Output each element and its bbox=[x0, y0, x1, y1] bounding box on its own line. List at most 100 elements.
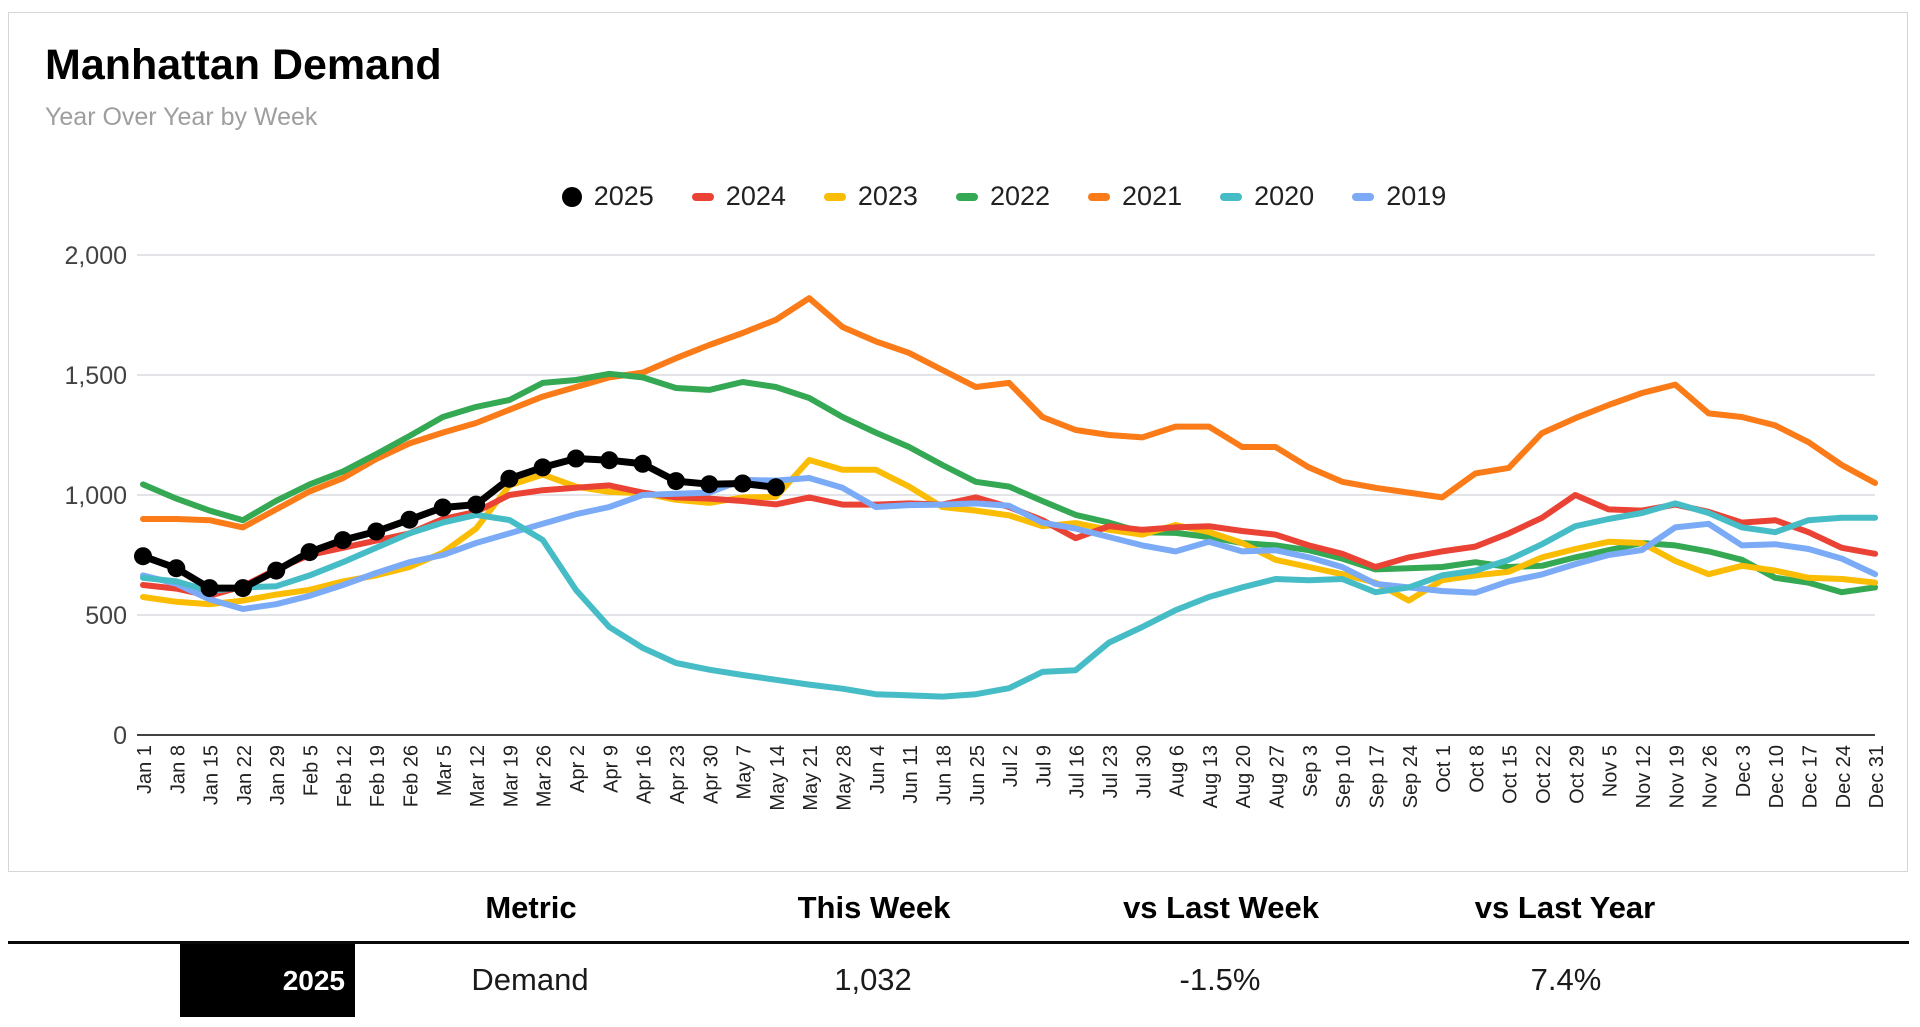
series-line-2022 bbox=[140, 370, 1879, 596]
x-tick-label: Sep 10 bbox=[1333, 745, 1355, 808]
x-tick-label: Oct 1 bbox=[1433, 745, 1455, 793]
x-tick-label: Feb 19 bbox=[367, 745, 389, 807]
series-point-2025 bbox=[667, 472, 685, 491]
col-header-metric: Metric bbox=[485, 890, 577, 925]
x-tick-label: Jul 16 bbox=[1067, 745, 1089, 798]
series-point-2025 bbox=[500, 469, 519, 488]
x-tick-label: Jan 15 bbox=[201, 745, 223, 805]
table-separator bbox=[8, 941, 1909, 944]
series-point-2025 bbox=[400, 510, 419, 529]
cell-this-week: 1,032 bbox=[834, 962, 912, 997]
legend-item-2022: 2022 bbox=[955, 181, 1050, 212]
x-tick-label: Feb 12 bbox=[334, 745, 356, 807]
series-point-2025 bbox=[633, 454, 652, 473]
x-tick-label: Jun 11 bbox=[900, 745, 922, 804]
x-tick-label: May 21 bbox=[800, 745, 822, 811]
x-tick-label: Jul 30 bbox=[1133, 745, 1155, 798]
x-tick-label: Jun 25 bbox=[967, 745, 989, 805]
cell-vs-last-year: 7.4% bbox=[1530, 962, 1602, 997]
x-tick-label: Nov 26 bbox=[1700, 745, 1722, 808]
year-chip-2025: 2025 bbox=[180, 944, 355, 1017]
series-point-2025 bbox=[233, 579, 252, 598]
series-point-2025 bbox=[200, 579, 219, 598]
x-tick-label: May 7 bbox=[734, 745, 756, 799]
x-tick-label: Oct 29 bbox=[1566, 745, 1588, 804]
legend-label: 2021 bbox=[1122, 181, 1183, 211]
y-tick-label: 2,000 bbox=[64, 242, 127, 270]
series-point-2025 bbox=[433, 498, 452, 517]
series-line-2019 bbox=[140, 475, 1879, 612]
cell-vs-last-week: -1.5% bbox=[1179, 962, 1261, 997]
legend-item-2019: 2019 bbox=[1352, 181, 1446, 212]
col-header-this-week: This Week bbox=[797, 890, 951, 925]
y-tick-label: 1,500 bbox=[64, 362, 127, 390]
x-tick-label: Aug 27 bbox=[1267, 745, 1289, 808]
x-tick-label: Sep 24 bbox=[1400, 745, 1422, 808]
x-tick-label: Jan 29 bbox=[267, 745, 289, 805]
x-tick-label: Nov 12 bbox=[1633, 745, 1655, 808]
series-point-2025 bbox=[533, 458, 552, 477]
legend-marker-2025 bbox=[561, 186, 582, 207]
x-tick-label: Jan 1 bbox=[134, 745, 156, 794]
x-tick-label: Jul 9 bbox=[1033, 745, 1055, 787]
x-tick-label: Apr 16 bbox=[634, 745, 656, 804]
legend-item-2020: 2020 bbox=[1220, 181, 1314, 212]
x-tick-label: Oct 8 bbox=[1466, 745, 1488, 793]
x-tick-label: Feb 5 bbox=[301, 745, 323, 796]
x-tick-label: Oct 15 bbox=[1500, 745, 1522, 804]
x-tick-label: Apr 30 bbox=[700, 745, 722, 804]
legend-marker-2023 bbox=[823, 192, 846, 201]
x-tick-label: Mar 12 bbox=[467, 745, 489, 807]
y-tick-label: 1,000 bbox=[64, 482, 127, 510]
legend-item-2024: 2024 bbox=[691, 181, 786, 212]
x-tick-label: Oct 22 bbox=[1533, 745, 1555, 804]
x-tick-label: Apr 9 bbox=[600, 745, 622, 793]
y-tick-label: 0 bbox=[113, 722, 127, 750]
series-line-2021 bbox=[140, 295, 1879, 531]
chart-title: Manhattan Demand bbox=[45, 41, 442, 89]
x-tick-label: May 14 bbox=[767, 745, 789, 811]
chart-legend: 2025 2024 2023 2022 2021 2020 2019 bbox=[129, 181, 1879, 212]
x-tick-label: Dec 3 bbox=[1733, 745, 1755, 797]
col-header-vs-last-week: vs Last Week bbox=[1123, 890, 1319, 925]
legend-item-2025: 2025 bbox=[561, 181, 654, 212]
x-tick-label: Sep 3 bbox=[1300, 745, 1322, 797]
x-tick-label: Apr 23 bbox=[667, 745, 689, 804]
series-point-2025 bbox=[567, 449, 585, 468]
legend-label: 2023 bbox=[857, 181, 918, 211]
legend-marker-2020 bbox=[1220, 192, 1243, 201]
legend-marker-2022 bbox=[955, 192, 978, 201]
x-tick-label: Jul 2 bbox=[1000, 745, 1022, 787]
series-point-2025 bbox=[367, 522, 386, 541]
demand-line-chart[interactable]: 2,000 1,500 1,000 500 0 Jan 1 Jan 8 Jan 15 Jan 2… bbox=[9, 13, 1905, 869]
col-header-vs-last-year: vs Last Year bbox=[1474, 890, 1656, 925]
x-tick-label: Dec 31 bbox=[1866, 745, 1888, 808]
legend-label: 2024 bbox=[725, 181, 786, 211]
x-tick-label: Jun 18 bbox=[933, 745, 955, 805]
series-point-2025 bbox=[700, 475, 719, 494]
x-tick-label: Dec 10 bbox=[1766, 745, 1788, 808]
x-tick-label: Aug 13 bbox=[1200, 745, 1222, 808]
series-point-2025 bbox=[600, 451, 619, 470]
series-line-2020 bbox=[140, 500, 1879, 700]
series-point-2025 bbox=[733, 474, 752, 493]
chart-subtitle: Year Over Year by Week bbox=[45, 103, 318, 131]
x-tick-label: Jan 8 bbox=[167, 745, 189, 794]
x-tick-label: Apr 2 bbox=[567, 745, 589, 793]
x-tick-label: May 28 bbox=[834, 745, 856, 811]
y-tick-label: 500 bbox=[85, 602, 127, 630]
x-tick-label: Aug 6 bbox=[1167, 745, 1189, 797]
series-point-2025 bbox=[766, 478, 785, 497]
x-tick-label: Dec 24 bbox=[1833, 745, 1855, 808]
x-tick-label: Nov 5 bbox=[1600, 745, 1622, 797]
x-tick-label: Mar 26 bbox=[534, 745, 556, 807]
series-point-2025 bbox=[134, 547, 152, 566]
legend-marker-2021 bbox=[1088, 192, 1111, 201]
series-point-2025 bbox=[300, 543, 319, 562]
year-chip-label: 2025 bbox=[282, 965, 345, 996]
x-tick-label: Nov 19 bbox=[1666, 745, 1688, 808]
series-point-2025 bbox=[167, 559, 186, 578]
legend-label: 2020 bbox=[1254, 181, 1315, 211]
legend-item-2021: 2021 bbox=[1088, 181, 1182, 212]
series-point-2025 bbox=[267, 561, 286, 580]
